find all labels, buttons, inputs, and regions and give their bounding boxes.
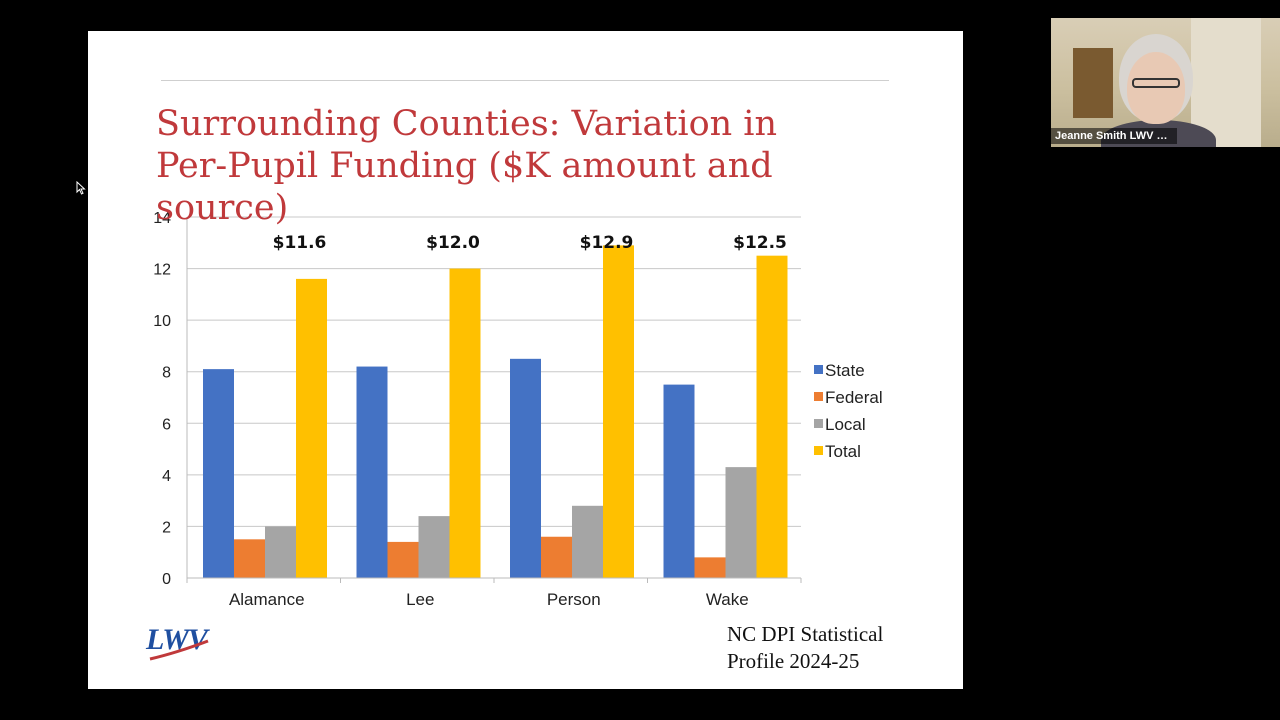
bar-federal-wake (694, 557, 726, 578)
legend-label-total: Total (825, 442, 861, 461)
bar-local-lee (418, 516, 450, 578)
x-category-label: Alamance (229, 590, 305, 609)
logo-swoosh-icon (149, 639, 209, 661)
presentation-slide: Surrounding Counties: Variation in Per-P… (88, 31, 963, 689)
bar-federal-alamance (234, 539, 265, 578)
bar-federal-lee (387, 541, 419, 578)
total-data-label: $11.6 (273, 233, 327, 253)
legend-label-federal: Federal (825, 388, 883, 407)
background-door (1191, 18, 1261, 147)
x-category-label: Wake (706, 590, 749, 609)
bar-local-alamance (265, 526, 296, 578)
participant-video-tile[interactable]: Jeanne Smith LWV N... (1051, 18, 1280, 147)
y-tick-label: 0 (162, 571, 171, 588)
bar-state-lee (356, 366, 388, 578)
bar-total-wake (756, 255, 788, 578)
y-tick-label: 4 (162, 468, 171, 485)
legend-swatch-state (814, 365, 823, 374)
slide-title: Surrounding Counties: Variation in Per-P… (156, 104, 778, 228)
legend-swatch-total (814, 446, 823, 455)
participant-name-label: Jeanne Smith LWV N... (1051, 128, 1177, 144)
total-data-label: $12.0 (426, 233, 480, 253)
bar-state-alamance (203, 369, 234, 578)
bar-local-person (572, 505, 603, 578)
bar-total-alamance (296, 278, 327, 578)
y-tick-label: 12 (153, 262, 171, 279)
title-divider (161, 80, 889, 81)
mouse-cursor-icon (76, 181, 86, 195)
background-frame (1073, 48, 1113, 118)
y-tick-label: 14 (153, 210, 171, 227)
legend-label-state: State (825, 361, 865, 380)
total-data-label: $12.9 (580, 233, 634, 253)
bar-state-person (510, 358, 541, 578)
legend-swatch-local (814, 419, 823, 428)
lwv-logo: LWV (146, 623, 218, 671)
participant-glasses (1132, 78, 1180, 88)
legend-label-local: Local (825, 415, 866, 434)
y-tick-label: 6 (162, 416, 171, 433)
x-category-label: Person (547, 590, 601, 609)
bar-federal-person (541, 536, 572, 578)
x-category-label: Lee (406, 590, 434, 609)
bar-local-wake (725, 467, 757, 578)
legend-swatch-federal (814, 392, 823, 401)
y-tick-label: 8 (162, 365, 171, 382)
bar-total-lee (449, 268, 481, 578)
funding-bar-chart: 0 2 4 6 8 10 12 14 Alamance $11.6 Lee $12.0 Person $1… (153, 210, 883, 609)
y-tick-label: 2 (162, 519, 171, 536)
bar-total-person (603, 245, 634, 578)
participant-face (1127, 52, 1185, 124)
y-tick-label: 10 (153, 313, 171, 330)
bar-state-wake (663, 384, 695, 578)
total-data-label: $12.5 (733, 233, 787, 253)
source-citation: NC DPI Statistical Profile 2024-25 (727, 622, 884, 673)
